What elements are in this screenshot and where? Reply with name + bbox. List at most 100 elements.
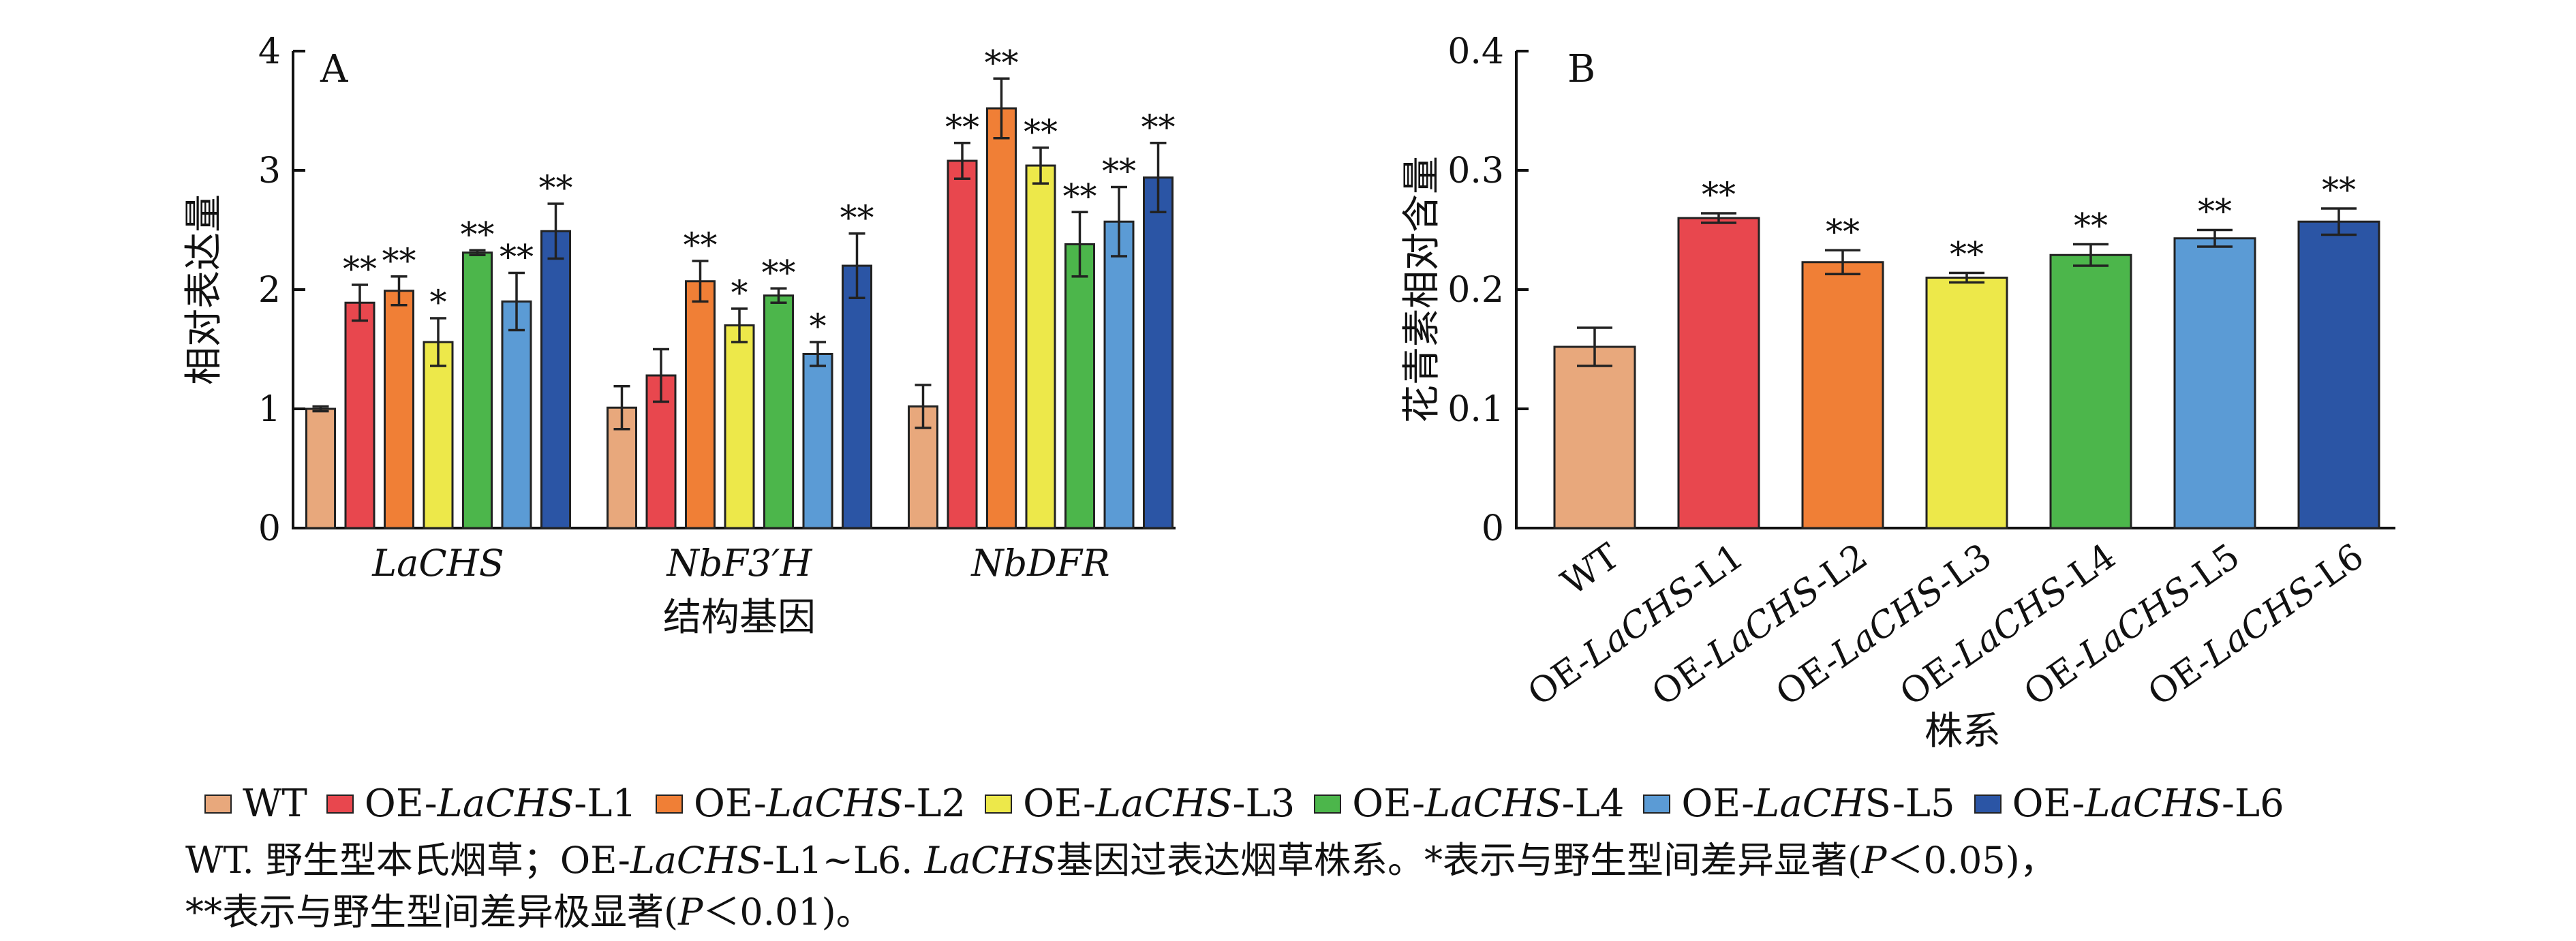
bar <box>842 264 872 529</box>
error-bar <box>848 232 865 299</box>
figure-caption: WT. 野生型本氏烟草；OE-LaCHS-L1~L6. LaCHS基因过表达烟草… <box>185 835 2434 938</box>
error-bar <box>770 287 787 304</box>
significance-label: ** <box>539 168 573 208</box>
error-bar <box>1071 211 1088 278</box>
y-tick-label: 3 <box>258 151 281 191</box>
y-tick-label: 4 <box>258 31 281 72</box>
x-tick-label: OE-LaCHS-L1 <box>1520 536 1751 714</box>
x-tick-label: WT <box>1554 536 1627 604</box>
legend: WT OE-LaCHS-L1 OE-LaCHS-L2 OE-LaCHS-L3 OE-La… <box>204 780 2303 828</box>
error-bar <box>954 142 970 180</box>
error-bar <box>390 275 408 307</box>
y-tick-label: 0 <box>1482 508 1504 549</box>
error-bar <box>613 385 630 431</box>
legend-item: OE-LaCHS-L5 <box>1643 780 1955 828</box>
legend-swatch <box>1643 795 1671 814</box>
legend-item: OE-LaCHS-L4 <box>1314 780 1624 828</box>
bar <box>1677 217 1760 529</box>
bar <box>305 407 336 529</box>
x-tick-label: OE-LaCHS-L6 <box>2141 536 2371 714</box>
error-bar <box>993 77 1010 140</box>
significance-label: ** <box>762 253 796 292</box>
bar <box>1553 345 1636 529</box>
x-tick-label: OE-LaCHS-L5 <box>2017 536 2247 714</box>
error-bar <box>2197 228 2233 248</box>
error-bar <box>915 384 932 429</box>
significance-label: ** <box>1141 108 1176 147</box>
y-tick-label: 0 <box>258 508 281 549</box>
legend-swatch <box>204 795 232 814</box>
legend-label: OE-LaCHS-L4 <box>1352 782 1625 826</box>
y-tick-label: 0.3 <box>1447 151 1504 191</box>
significance-label: ** <box>945 108 979 147</box>
error-bar <box>1949 271 1984 284</box>
significance-label: ** <box>985 43 1019 82</box>
significance-label: ** <box>500 238 534 277</box>
significance-label: * <box>430 283 447 322</box>
legend-item: OE-LaCHS-L2 <box>656 780 966 828</box>
significance-label: ** <box>343 249 377 289</box>
x-axis-title: 结构基因 <box>663 596 816 640</box>
y-axis-title: 相对表达量 <box>182 194 226 385</box>
significance-label: ** <box>1826 212 1860 251</box>
bar <box>763 294 794 529</box>
bar <box>384 290 414 529</box>
legend-item: WT <box>204 780 307 828</box>
caption-p: P <box>678 891 703 934</box>
legend-swatch <box>656 795 684 814</box>
caption-line-1: WT. 野生型本氏烟草；OE-LaCHS-L1~L6. LaCHS基因过表达烟草… <box>185 835 2434 886</box>
error-bar <box>2321 207 2357 236</box>
significance-label: ** <box>684 226 718 265</box>
category-label: NbDFR <box>970 542 1109 585</box>
bar <box>1143 176 1174 529</box>
y-tick-label: 2 <box>258 270 281 311</box>
caption-text: 基因过表达烟草株系。*表示与野生型间差异显著( <box>1056 839 1862 882</box>
legend-label: OE-LaCHS-L2 <box>694 782 966 826</box>
error-bar <box>653 348 669 403</box>
error-bar <box>352 283 368 322</box>
error-bar <box>1577 326 1612 367</box>
legend-swatch <box>326 795 354 814</box>
legend-swatch <box>1314 795 1342 814</box>
legend-item: OE-LaCHS-L6 <box>1974 780 2284 828</box>
bar <box>2173 237 2256 529</box>
caption-gene: LaCHS <box>924 839 1057 882</box>
panel-b-chart: 0 0.1 0.2 0.3 0.4 B 花青素相对含量 WT ** OE-LaCHS-L1 ** OE… <box>1400 31 2395 754</box>
category-label: NbF3′H <box>666 542 813 585</box>
y-tick-label: 1 <box>258 389 281 430</box>
y-tick-label: 0.4 <box>1447 31 1504 72</box>
significance-label: ** <box>1024 112 1058 152</box>
caption-text: WT. 野生型本氏烟草；OE- <box>185 839 630 882</box>
x-tick-label: OE-LaCHS-L3 <box>1768 536 1999 714</box>
y-axis-title: 花青素相对含量 <box>1400 156 1444 423</box>
error-bar <box>1150 142 1167 213</box>
legend-item: OE-LaCHS-L1 <box>326 780 637 828</box>
bar <box>423 341 454 529</box>
significance-label: ** <box>2074 206 2108 246</box>
caption-text: **表示与野生型间差异极显著( <box>185 891 679 934</box>
bar <box>2297 220 2380 529</box>
error-bar <box>469 249 486 256</box>
significance-label: * <box>731 273 748 313</box>
bar <box>1925 277 2008 529</box>
significance-label: ** <box>1063 176 1097 216</box>
legend-label: WT <box>243 782 307 826</box>
caption-text: ＜0.01)。 <box>703 891 873 934</box>
y-tick-label: 0.2 <box>1447 270 1504 311</box>
significance-label: * <box>810 307 827 346</box>
legend-label: OE-LaCHS-L6 <box>2012 782 2284 826</box>
significance-label: ** <box>461 215 495 254</box>
y-tick-label: 0.1 <box>1447 389 1504 430</box>
error-bar <box>810 341 826 367</box>
error-bar <box>430 317 446 367</box>
error-bar <box>1701 212 1736 224</box>
bar <box>685 280 716 529</box>
bar <box>462 251 493 529</box>
bar <box>1103 220 1135 529</box>
bar <box>1801 261 1884 529</box>
significance-label: ** <box>2198 192 2232 232</box>
significance-label: ** <box>382 241 416 281</box>
caption-text: ＜0.05)， <box>1886 839 2057 882</box>
bar <box>802 353 833 529</box>
